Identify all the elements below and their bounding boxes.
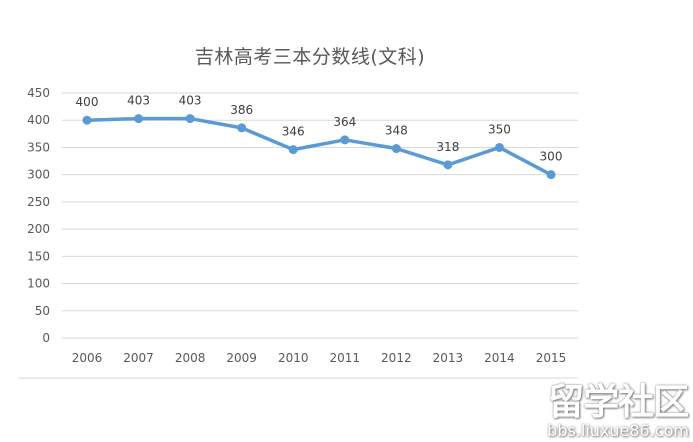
watermark-url: bbs.liuxue86.com (547, 421, 689, 440)
x-tick-label: 2011 (330, 351, 361, 365)
data-point-marker (237, 123, 247, 133)
data-point-marker (391, 144, 401, 154)
x-axis: 2006 2007 2008 2009 2010 2011 2012 2013 2014 2015 (72, 351, 567, 365)
data-label: 403 (127, 94, 150, 108)
watermark: 留学社区 bbs.liuxue86.com (547, 384, 689, 440)
data-point-marker (288, 145, 298, 155)
data-label: 318 (436, 140, 459, 154)
data-point-marker (185, 114, 195, 124)
x-tick-label: 2013 (433, 351, 464, 365)
data-labels: 400 403 403 386 346 364 348 318 350 300 (76, 94, 563, 164)
x-tick-label: 2009 (226, 351, 257, 365)
x-tick-label: 2012 (381, 351, 412, 365)
data-point-marker (340, 135, 350, 145)
data-label: 300 (540, 150, 563, 164)
y-tick-label: 400 (27, 113, 50, 127)
y-axis: 0 50 100 150 200 250 300 350 400 450 (27, 86, 50, 345)
y-tick-label: 150 (27, 249, 50, 263)
x-tick-label: 2007 (123, 351, 154, 365)
y-tick-label: 100 (27, 277, 50, 291)
data-point-marker (443, 160, 453, 170)
x-tick-label: 2008 (175, 351, 206, 365)
y-tick-label: 200 (27, 222, 50, 236)
y-tick-label: 250 (27, 195, 50, 209)
x-tick-label: 2015 (536, 351, 567, 365)
data-label: 346 (282, 125, 305, 139)
data-label: 400 (76, 95, 99, 109)
series-line (82, 114, 556, 180)
y-tick-label: 350 (27, 140, 50, 154)
y-tick-label: 300 (27, 168, 50, 182)
chart-title: 吉林高考三本分数线(文科) (194, 46, 426, 68)
watermark-logo-text: 留学社区 (548, 382, 689, 423)
data-label: 364 (333, 115, 356, 129)
x-tick-label: 2010 (278, 351, 309, 365)
data-label: 348 (385, 124, 408, 138)
data-point-marker (546, 170, 556, 180)
y-tick-label: 50 (35, 304, 50, 318)
x-tick-label: 2006 (72, 351, 103, 365)
data-point-marker (82, 115, 92, 125)
series-polyline (85, 116, 553, 177)
data-point-marker (134, 114, 144, 124)
data-label: 350 (488, 122, 511, 136)
data-label: 386 (230, 103, 253, 117)
x-tick-label: 2014 (484, 351, 515, 365)
data-label: 403 (179, 94, 202, 108)
y-tick-label: 0 (42, 331, 50, 345)
y-tick-label: 450 (27, 86, 50, 100)
data-point-marker (494, 142, 504, 152)
